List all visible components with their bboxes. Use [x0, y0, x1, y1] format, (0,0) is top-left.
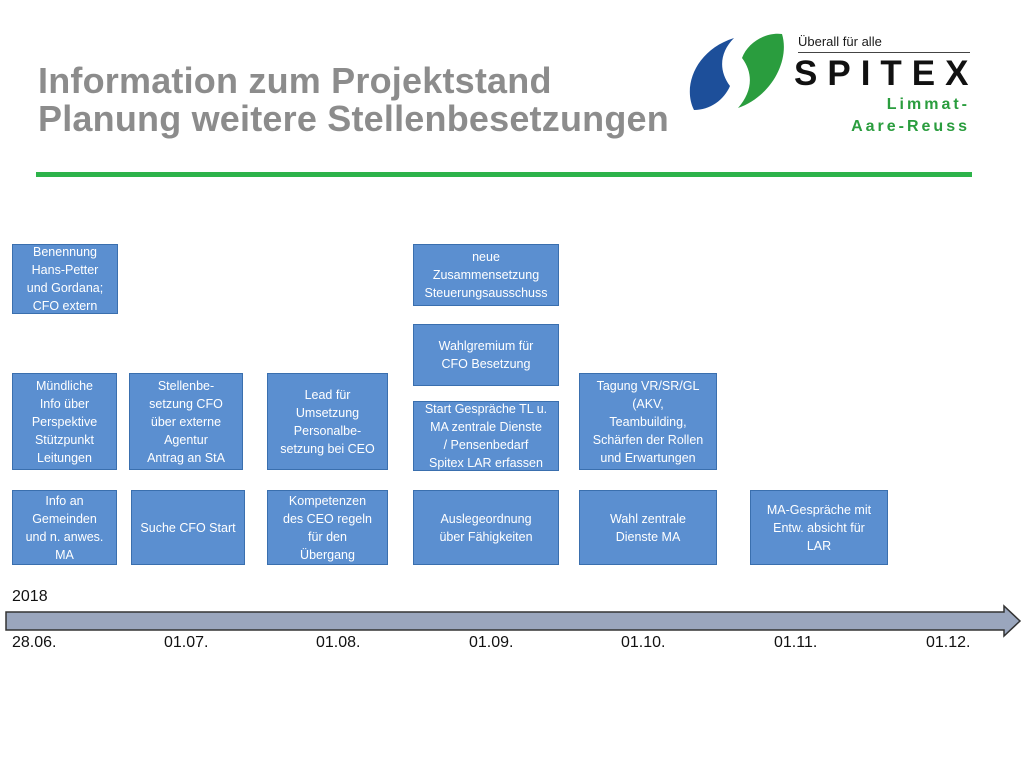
- milestone-box: MA-Gespräche mit Entw. absicht für LAR: [750, 490, 888, 565]
- milestone-box: Lead für Umsetzung Personalbe- setzung b…: [267, 373, 388, 470]
- timeline-tick: 01.08.: [316, 634, 361, 651]
- timeline-arrow-icon: [5, 604, 1022, 638]
- milestone-box: Start Gespräche TL u. MA zentrale Dienst…: [413, 401, 559, 471]
- title-divider: [36, 172, 972, 177]
- logo-tagline: Überall für alle: [798, 34, 882, 49]
- milestone-box: Kompetenzen des CEO regeln für den Überg…: [267, 490, 388, 565]
- milestone-box: neue Zusammensetzung Steuerungsausschuss: [413, 244, 559, 306]
- milestone-box: Wahl zentrale Dienste MA: [579, 490, 717, 565]
- milestone-box: Info an Gemeinden und n. anwes. MA: [12, 490, 117, 565]
- title-line-1: Information zum Projektstand: [38, 60, 552, 101]
- milestone-box: Benennung Hans-Petter und Gordana; CFO e…: [12, 244, 118, 314]
- spitex-logo-mark-icon: [689, 33, 784, 110]
- timeline-tick: 01.09.: [469, 634, 514, 651]
- title-line-2: Planung weitere Stellenbesetzungen: [38, 98, 669, 139]
- timeline-tick: 01.10.: [621, 634, 666, 651]
- milestone-box: Suche CFO Start: [131, 490, 245, 565]
- milestone-box: Tagung VR/SR/GL (AKV, Teambuilding, Schä…: [579, 373, 717, 470]
- logo-region-2: Aare-Reuss: [851, 118, 970, 135]
- logo-divider: [798, 52, 970, 53]
- milestone-box: Wahlgremium für CFO Besetzung: [413, 324, 559, 386]
- spitex-logo: Überall für alle SPITEX Limmat- Aare-Reu…: [686, 30, 976, 140]
- timeline-tick: 28.06.: [12, 634, 57, 651]
- slide-title: Information zum Projektstand Planung wei…: [38, 62, 669, 138]
- milestone-box: Stellenbe- setzung CFO über externe Agen…: [129, 373, 243, 470]
- timeline-year: 2018: [12, 588, 48, 605]
- timeline-tick: 01.07.: [164, 634, 209, 651]
- milestone-box: Auslegeordnung über Fähigkeiten: [413, 490, 559, 565]
- timeline-tick: 01.11.: [774, 634, 818, 651]
- milestone-box: Mündliche Info über Perspektive Stützpun…: [12, 373, 117, 470]
- logo-region-1: Limmat-: [886, 96, 970, 113]
- timeline-tick: 01.12.: [926, 634, 971, 651]
- logo-brand: SPITEX: [794, 54, 979, 93]
